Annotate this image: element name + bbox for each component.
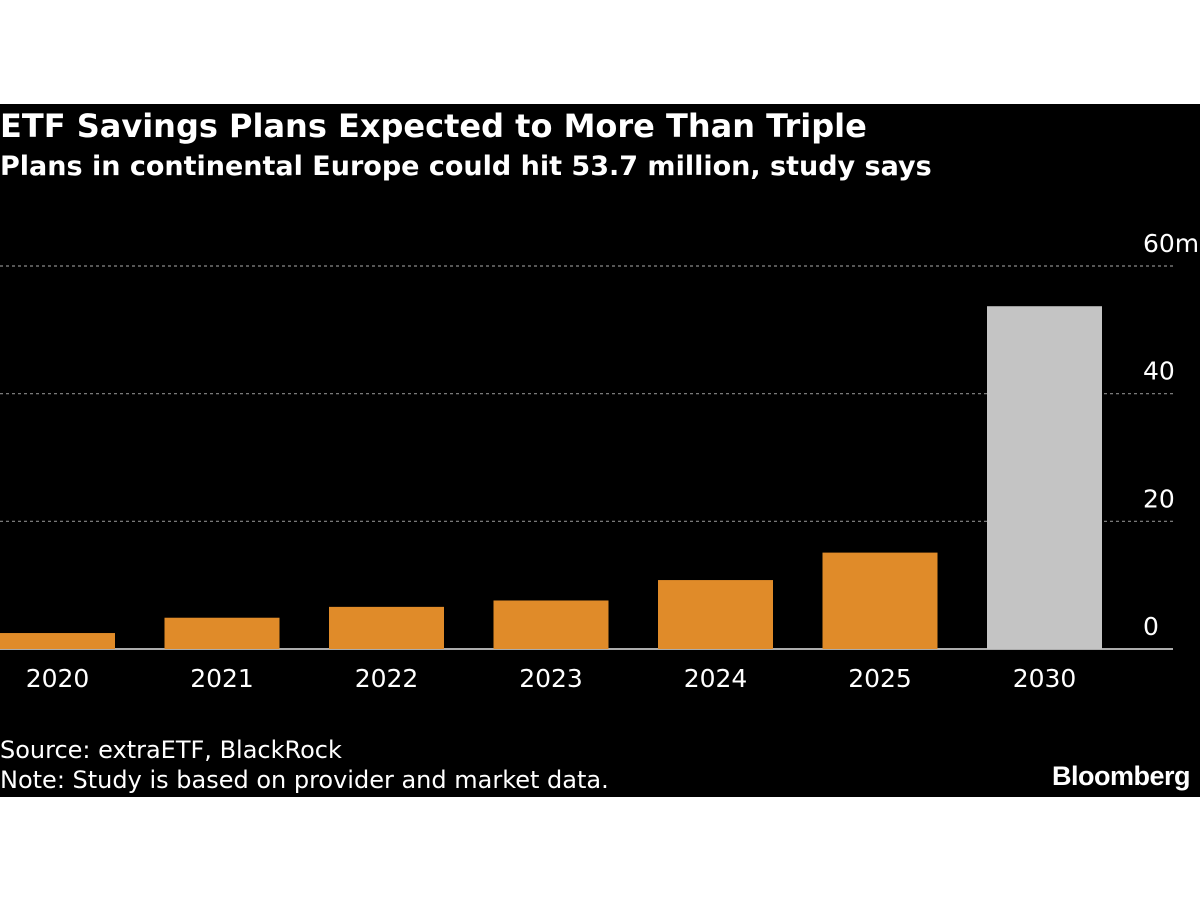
bar-2020: [0, 633, 115, 649]
chart-subtitle: Plans in continental Europe could hit 53…: [0, 151, 932, 182]
bar-2021: [164, 617, 280, 649]
x-tick-label-2023: 2023: [519, 664, 583, 693]
bar-2025: [822, 552, 938, 649]
y-tick-label-20: 20: [1143, 484, 1175, 513]
bar-2023: [493, 600, 609, 649]
methodology-note: Note: Study is based on provider and mar…: [0, 766, 609, 794]
x-tick-label-2021: 2021: [190, 664, 254, 693]
bar-2022: [329, 606, 444, 649]
bars: [0, 306, 1102, 649]
y-tick-label-40: 40: [1143, 357, 1175, 386]
chart-title: ETF Savings Plans Expected to More Than …: [0, 107, 867, 145]
y-tick-label-60: 60m: [1143, 229, 1199, 258]
source-note: Source: extraETF, BlackRock: [0, 736, 342, 764]
bar-2030: [987, 306, 1102, 649]
bloomberg-logo: Bloomberg: [1051, 761, 1191, 791]
chart-panel: ETF Savings Plans Expected to More Than …: [0, 104, 1200, 797]
y-axis-ticks: 0 20 40 60m: [1143, 229, 1199, 641]
x-tick-label-2025: 2025: [848, 664, 912, 693]
x-tick-label-2030: 2030: [1013, 664, 1077, 693]
x-tick-label-2024: 2024: [684, 664, 748, 693]
x-axis-ticks: 2020 2021 2022 2023 2024 2025 2030: [26, 664, 1077, 693]
bar-chart: 0 20 40 60m 2020 2021 2022 2023 2024 2025 2030: [0, 229, 1199, 693]
x-tick-label-2020: 2020: [26, 664, 90, 693]
y-tick-label-0: 0: [1143, 612, 1159, 641]
bar-2024: [658, 580, 773, 649]
x-tick-label-2022: 2022: [355, 664, 419, 693]
